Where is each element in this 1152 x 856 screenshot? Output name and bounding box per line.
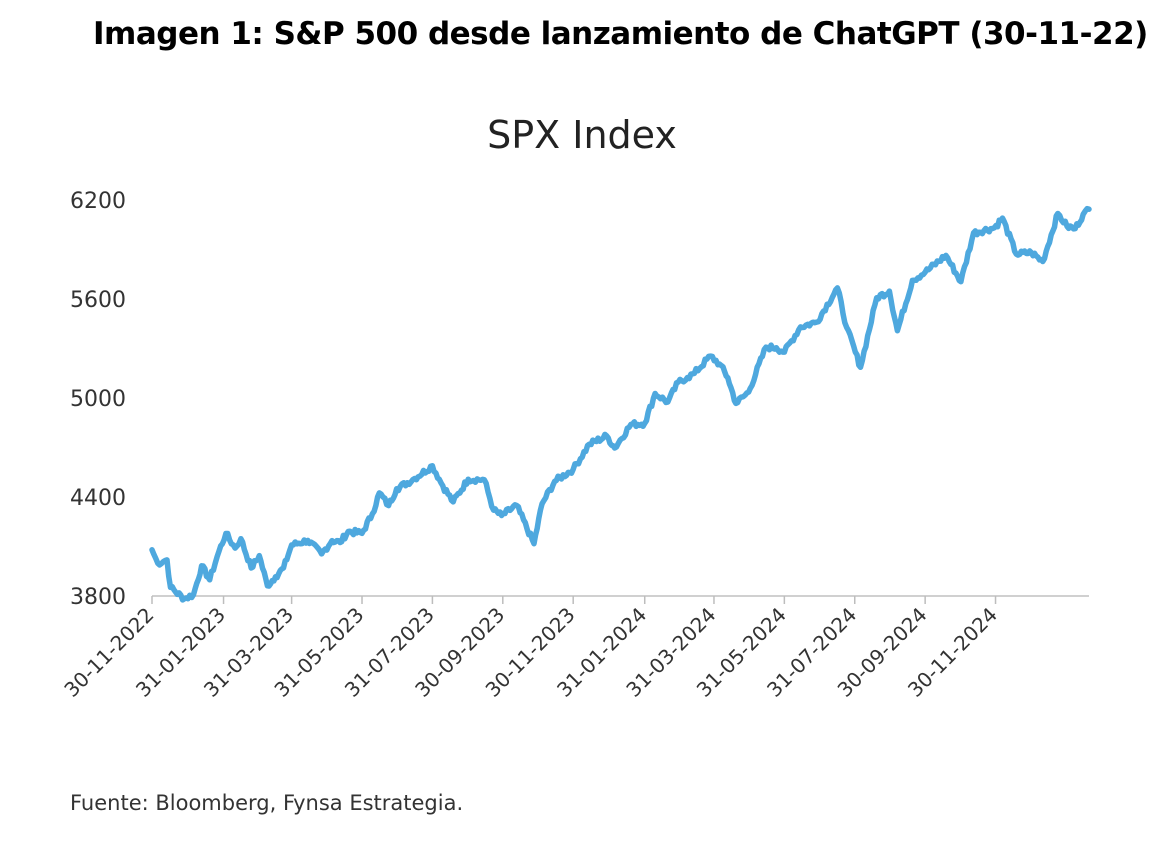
chart-title: SPX Index [487,113,677,157]
y-axis: 3800 4400 5000 5600 6200 [70,189,126,610]
y-tick-label: 4400 [70,486,126,511]
y-tick-label: 6200 [70,189,126,214]
y-tick-label: 5600 [70,288,126,313]
x-axis: 30-11-202231-01-202331-03-202331-05-2023… [59,595,1089,702]
series-layer [149,205,1092,603]
y-tick-label: 5000 [70,387,126,412]
y-tick-label: 3800 [70,585,126,610]
source-note: Fuente: Bloomberg, Fynsa Estrategia. [70,791,464,815]
spx-series-line [149,205,1092,603]
page-title: Imagen 1: S&P 500 desde lanzamiento de C… [93,16,1148,52]
